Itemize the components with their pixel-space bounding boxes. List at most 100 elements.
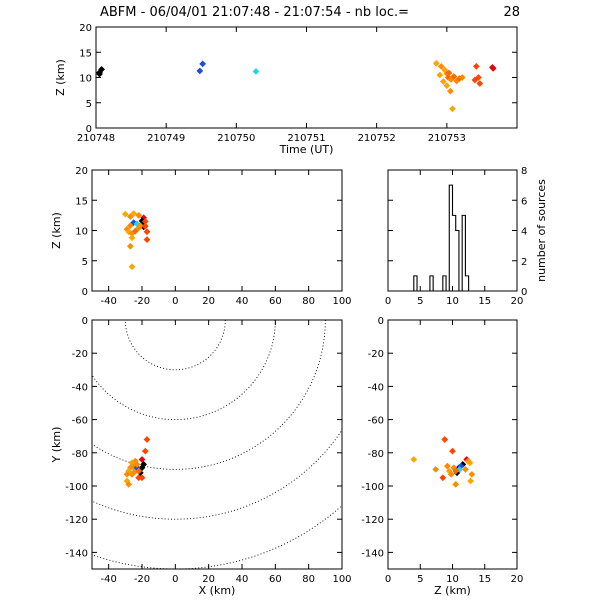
data-point <box>447 471 455 478</box>
data-point <box>130 219 138 227</box>
data-point <box>128 234 136 242</box>
data-point <box>125 228 133 236</box>
data-point <box>131 227 139 235</box>
data-point <box>138 464 146 472</box>
data-point <box>489 65 497 72</box>
x-tick-label: 210751 <box>287 133 325 144</box>
data-point <box>199 60 207 68</box>
y-tick-label: 5 <box>82 257 88 268</box>
x-tick-label: 60 <box>269 574 282 585</box>
x-tick-label: 5 <box>417 574 423 585</box>
x-tick-label: 15 <box>478 296 491 307</box>
y-tick-label: -120 <box>65 515 88 526</box>
x-axis-label: Time (UT) <box>279 143 334 156</box>
y-tick-label: -40 <box>72 382 88 393</box>
data-point <box>444 74 452 81</box>
y-tick-label: 5 <box>86 99 92 110</box>
data-point <box>126 213 134 220</box>
y-tick-label: -140 <box>361 548 384 559</box>
x-tick-label: 80 <box>302 574 315 585</box>
data-point <box>449 447 456 455</box>
y-axis-label: Y (km) <box>50 427 63 464</box>
histogram-step <box>388 184 517 291</box>
data-point <box>475 74 482 81</box>
x-tick-label: 0 <box>385 296 391 307</box>
y-tick-label: 10 <box>75 227 88 238</box>
y-tick-label: -20 <box>72 349 88 360</box>
x-tick-label: -20 <box>134 296 150 307</box>
data-point <box>441 436 449 443</box>
data-point <box>452 467 460 475</box>
data-point <box>452 480 460 488</box>
plan-view-panel: -40 -20 0 20 40 60 80 100 0 -20 -40 -60 -80 -100 -120 -… <box>50 316 352 597</box>
data-point <box>445 69 453 77</box>
x-tick-label: 10 <box>446 296 459 307</box>
data-point <box>458 74 466 81</box>
data-point <box>443 462 451 470</box>
y-tick-label: -120 <box>361 515 384 526</box>
y-tick-label: 0 <box>86 124 92 135</box>
data-point <box>437 63 445 70</box>
data-points <box>96 59 497 113</box>
x-tick-label: 210748 <box>77 133 115 144</box>
data-point <box>472 63 480 70</box>
y-axis-label: Z (km) <box>54 59 67 96</box>
data-points <box>410 436 476 488</box>
y-tick-label: -80 <box>368 449 384 460</box>
y-tick-label: -40 <box>368 382 384 393</box>
data-point <box>135 467 143 475</box>
y-tick-label: 10 <box>79 74 92 85</box>
x-tick-label: 20 <box>511 296 524 307</box>
data-point <box>96 70 103 78</box>
x-tick-label: 20 <box>511 574 524 585</box>
data-point <box>121 210 129 218</box>
data-point <box>133 461 141 468</box>
x-tick-label: 210749 <box>147 133 185 144</box>
x-tick-label: 40 <box>236 574 249 585</box>
x-tick-label: 100 <box>332 574 351 585</box>
x-tick-label: 80 <box>302 296 315 307</box>
data-point <box>143 228 151 236</box>
data-point <box>432 59 440 67</box>
data-point <box>476 80 484 87</box>
data-point <box>466 459 474 467</box>
y-axis-label: number of sources <box>535 179 548 282</box>
data-point <box>449 105 456 113</box>
data-points <box>121 210 151 271</box>
data-point <box>123 471 131 478</box>
y-tick-label: -100 <box>361 482 384 493</box>
x-tick-label: 210752 <box>358 133 396 144</box>
y-tick-label: 0 <box>82 316 88 327</box>
data-point <box>410 456 418 463</box>
x-tick-label: -40 <box>100 574 116 585</box>
x-tick-label: 20 <box>202 296 215 307</box>
data-point <box>143 236 151 243</box>
data-point <box>125 480 133 488</box>
data-point <box>135 212 143 219</box>
y-tick-label: -100 <box>65 482 88 493</box>
y-tick-label: 15 <box>75 196 88 207</box>
data-point <box>446 87 454 95</box>
data-point <box>126 222 134 230</box>
data-point <box>138 474 146 482</box>
y-axis-label: Z (km) <box>50 212 63 249</box>
x-tick-label: -40 <box>100 296 116 307</box>
height-plan-panel: 0 5 10 15 20 0 -20 -40 -60 -80 -100 -120 -140 Z (km) <box>361 316 523 597</box>
y-tick-label: 8 <box>521 166 527 177</box>
data-point <box>196 67 204 75</box>
data-point <box>471 76 479 84</box>
y-tick-label: 2 <box>521 257 527 268</box>
y-tick-label: 4 <box>521 227 527 238</box>
x-tick-label: 100 <box>332 296 351 307</box>
x-tick-label: 0 <box>172 574 178 585</box>
y-tick-label: 20 <box>75 166 88 177</box>
x-tick-label: 20 <box>202 574 215 585</box>
y-tick-label: -140 <box>65 548 88 559</box>
x-axis-label: Z (km) <box>434 584 471 597</box>
figure-title: ABFM - 06/04/01 21:07:48 - 21:07:54 - nb… <box>100 5 409 20</box>
source-count: 28 <box>503 5 520 20</box>
data-point <box>128 263 136 271</box>
data-point <box>432 466 440 473</box>
